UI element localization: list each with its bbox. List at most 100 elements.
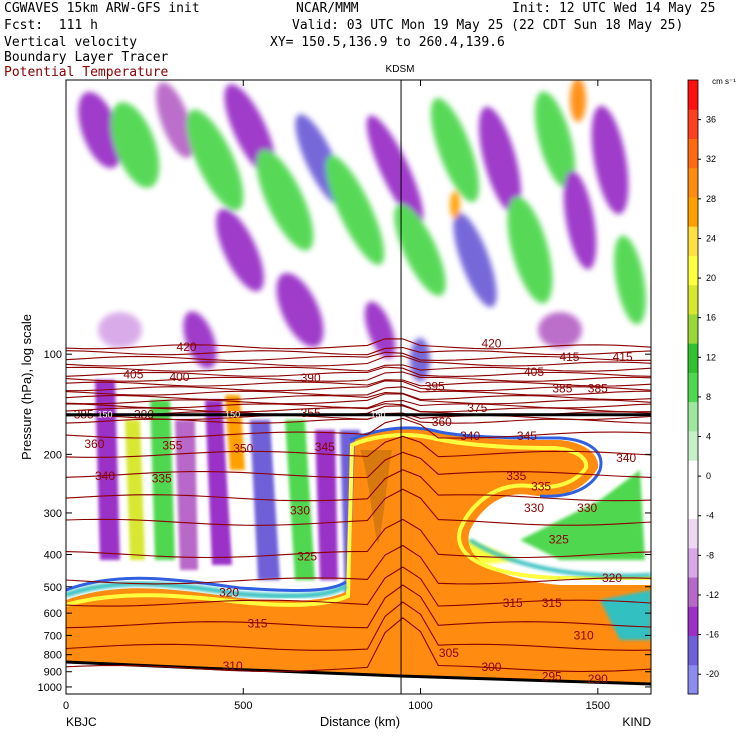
x-tick-label: 1000	[408, 700, 432, 712]
colorbar-swatch	[688, 664, 698, 695]
colorbar-tick-label: 28	[706, 194, 716, 204]
colorbar-swatch	[688, 80, 698, 110]
colorbar-swatch	[688, 547, 698, 578]
cross-section-endpoints: XY= 150.5,136.9 to 260.4,139.6	[270, 35, 505, 50]
colorbar-tick-label: 4	[706, 432, 711, 442]
tropopause-layer: 150 150 150	[66, 410, 651, 420]
theta-contour-label: 345	[315, 440, 335, 454]
colorbar-tick-label: 32	[706, 154, 716, 164]
theta-contour-label: 420	[481, 337, 501, 351]
theta-contour-line	[66, 338, 651, 350]
field-boundary-layer-tracer: Boundary Layer Tracer	[4, 50, 169, 65]
colorbar-swatch	[688, 196, 698, 227]
theta-contour-label: 310	[574, 628, 594, 642]
theta-contour-label: 335	[152, 471, 172, 485]
theta-contour-label: 340	[460, 429, 480, 443]
colorbar-swatch	[688, 372, 698, 403]
theta-contour-label: 360	[84, 437, 104, 451]
field-vertical-velocity: Vertical velocity	[4, 35, 138, 50]
colorbar-tick-label: -8	[706, 550, 714, 560]
colorbar-swatch	[688, 489, 698, 520]
theta-contour-label: 300	[481, 660, 501, 674]
colorbar-tick-label: -20	[706, 669, 719, 679]
theta-contour-label: 335	[506, 469, 526, 483]
x-tick-label: 1500	[586, 700, 610, 712]
y-tick-label: 300	[44, 508, 62, 520]
theta-contour-line	[66, 566, 651, 607]
theta-contour-line	[66, 518, 651, 559]
plot-frame	[65, 79, 652, 695]
colorbar-tick-label: 16	[706, 313, 716, 323]
theta-contour-line	[66, 386, 651, 396]
chart-title: KDSM	[386, 64, 415, 75]
theta-contour-line	[66, 366, 651, 377]
colorbar-tick-label: -16	[706, 630, 719, 640]
theta-contour-label: 325	[297, 549, 317, 563]
y-tick-label: 900	[44, 667, 62, 679]
theta-contour-line	[66, 417, 651, 439]
colorbar-swatch	[688, 284, 698, 315]
y-tick-label: 200	[44, 449, 62, 461]
colorbar-swatch	[688, 460, 698, 490]
colorbar: 36 32 28 24 20 16 12 8 4 0 -4 -8 -12 -16 -20	[687, 79, 719, 695]
theta-contour-label: 420	[177, 340, 197, 354]
colorbar-tick-label: 0	[706, 471, 711, 481]
y-tick-label: 700	[44, 630, 62, 642]
theta-contour-line	[66, 488, 651, 526]
colorbar-swatch	[688, 518, 698, 549]
colorbar-swatch	[688, 167, 698, 198]
colorbar-swatch	[688, 343, 698, 373]
tropopause-label: 150	[370, 410, 385, 420]
theta-contour-label: 385	[588, 382, 608, 396]
theta-contour-label: 320	[602, 571, 622, 585]
theta-contour-line	[66, 617, 651, 673]
theta-contour-label: 355	[162, 438, 182, 452]
x-start-station: KBJC	[66, 715, 97, 729]
colorbar-swatch	[688, 255, 698, 286]
y-tick-label: 100	[44, 349, 62, 361]
colorbar-swatch	[688, 313, 698, 344]
theta-contour-label: 405	[524, 365, 544, 379]
y-axis: 100 200 300 400 500 600 700 800 900 1000	[38, 349, 651, 694]
y-axis-label: Pressure (hPa), log scale	[19, 314, 34, 460]
theta-contour-label: 320	[219, 585, 239, 599]
colorbar-swatch	[688, 430, 698, 461]
theta-contour-label: 375	[467, 401, 487, 415]
theta-contour-line	[66, 380, 651, 392]
theta-contour-line	[66, 469, 651, 502]
colorbar-tick-label: 20	[706, 273, 716, 283]
colorbar-tick-label: -4	[706, 511, 714, 521]
colorbar-swatch	[688, 606, 698, 637]
colorbar-tick-label: 36	[706, 115, 716, 125]
theta-contour-label: 295	[542, 669, 562, 683]
theta-contour-label: 345	[517, 429, 537, 443]
theta-contour-line	[66, 346, 651, 356]
theta-contour-label: 390	[301, 371, 321, 385]
valid-time: Valid: 03 UTC Mon 19 May 25 (22 CDT Sun …	[292, 18, 684, 33]
theta-contour-label: 405	[123, 367, 143, 381]
model-title: CGWAVES 15km ARW-GFS init	[4, 1, 200, 16]
theta-contour-line	[66, 435, 651, 458]
y-tick-label: 1000	[38, 682, 62, 694]
colorbar-tick-label: -12	[706, 590, 719, 600]
theta-contour-line	[66, 403, 651, 413]
theta-contour-line	[66, 393, 651, 405]
colorbar-units: cm s⁻¹	[712, 77, 736, 86]
theta-contour-line	[66, 451, 651, 479]
theta-contour-line	[66, 413, 651, 424]
colorbar-frame	[687, 79, 699, 695]
theta-contour-line	[66, 601, 651, 651]
theta-contour-label: 290	[588, 672, 608, 686]
colorbar-tick-label: 12	[706, 352, 716, 362]
theta-contour-line	[66, 544, 651, 585]
theta-contour-line	[66, 351, 651, 361]
theta-contour-label: 415	[613, 350, 633, 364]
forecast-hour: Fcst: 111 h	[4, 18, 98, 33]
theta-contour-line	[66, 379, 651, 387]
colorbar-swatch	[688, 138, 698, 169]
colorbar-tick-label: 24	[706, 233, 716, 243]
theta-contour-label: 395	[425, 379, 445, 393]
theta-contour-label: 360	[432, 415, 452, 429]
theta-contour-label: 415	[559, 350, 579, 364]
